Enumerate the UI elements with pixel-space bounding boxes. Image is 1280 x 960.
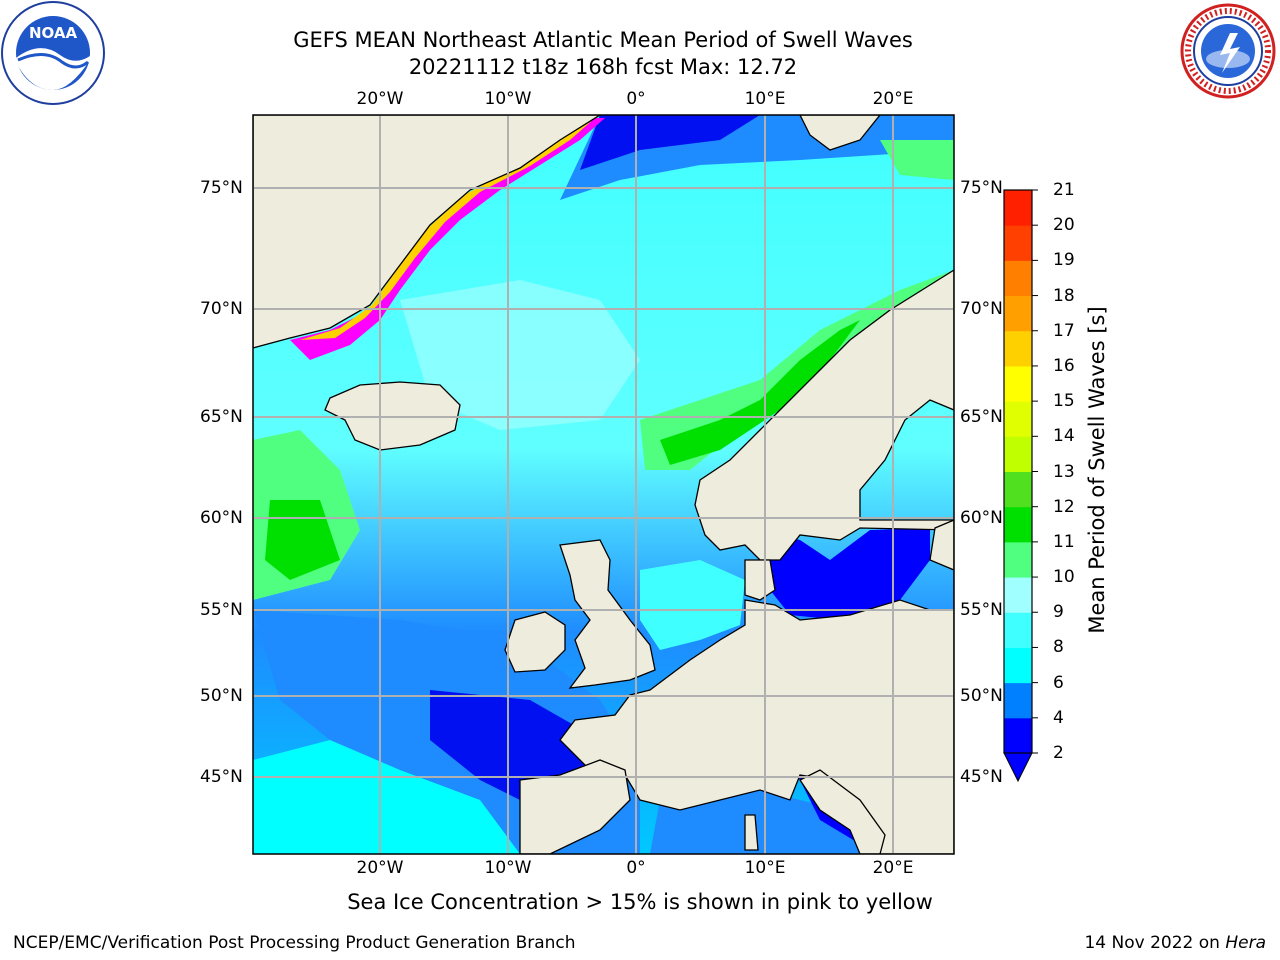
colorbar-segment [1004,401,1032,437]
chart-subtitle: 20221112 t18z 168h fcst Max: 12.72 [408,55,798,79]
colorbar-title: Mean Period of Swell Waves [s] [1085,306,1109,634]
colorbar-label: 8 [1053,637,1064,658]
lat-tick-right: 50°N [960,686,1003,706]
lat-tick-right: 45°N [960,767,1003,787]
colorbar-label: 4 [1053,707,1064,728]
colorbar-label: 13 [1053,461,1075,482]
colorbar-segment [1004,717,1032,754]
footer-date: 14 Nov 2022 on Hera [1084,933,1266,953]
colorbar-extend-min [1003,752,1033,783]
colorbar-segment [1004,541,1032,578]
colorbar-segment [1004,506,1032,543]
lon-tick-bottom: 10°E [744,858,786,878]
lat-tick-right: 55°N [960,600,1003,620]
colorbar-label: 9 [1053,602,1064,623]
chart-title: GEFS MEAN Northeast Atlantic Mean Period… [293,28,913,52]
colorbar-segment [1004,682,1032,719]
colorbar-segment [1004,612,1032,648]
national-weather-service-logo [1180,3,1276,99]
lon-tick-bottom: 20°E [872,858,914,878]
lat-tick-right: 60°N [960,508,1003,528]
colorbar-label: 15 [1053,391,1075,412]
graticule [253,115,954,854]
lat-tick-right: 65°N [960,407,1003,427]
sea-ice-caption: Sea Ice Concentration > 15% is shown in … [347,890,933,914]
land-iberia [519,759,631,854]
colorbar-label: 11 [1053,531,1075,552]
land-greenland [253,115,602,349]
lon-tick-top: 10°W [484,89,532,109]
colorbar-segment [1004,577,1032,613]
footer-producer: NCEP/EMC/Verification Post Processing Pr… [13,933,576,953]
colorbar-label: 20 [1053,215,1075,236]
lon-tick-bottom: 20°W [356,858,404,878]
lat-tick-left: 75°N [200,178,243,198]
lat-tick-left: 45°N [200,767,243,787]
colorbar-segment [1004,260,1032,297]
colorbar-segment [1004,190,1032,226]
lat-tick-left: 55°N [200,600,243,620]
colorbar-segment [1004,365,1032,402]
colorbar-label: 21 [1053,180,1075,200]
lon-tick-bottom: 0° [626,858,646,878]
colorbar-segment [1004,436,1032,472]
colorbar-label: 12 [1053,496,1075,517]
colorbar-label: 17 [1053,320,1075,341]
lon-tick-bottom: 10°W [484,858,532,878]
colorbar-segment [1004,471,1032,508]
colorbar-segment [1004,647,1032,684]
lat-tick-left: 65°N [200,407,243,427]
noaa-logo: NOAA [1,1,105,105]
map-frame [252,114,955,855]
colorbar-label: 14 [1053,426,1075,447]
footer-date-text: 14 Nov 2022 on [1084,933,1220,953]
lon-tick-top: 20°W [356,89,404,109]
colorbar-label: 6 [1053,672,1064,693]
colorbar-label: 10 [1053,567,1075,588]
lat-tick-left: 70°N [200,299,243,319]
swell-region-baltic [760,528,930,620]
colorbar-segment [1004,295,1032,332]
lon-tick-top: 20°E [872,89,914,109]
map-plot-area [253,115,954,854]
land-svalbard [799,115,881,151]
land-ireland [504,611,566,673]
lat-tick-right: 75°N [960,178,1003,198]
footer-machine: Hera [1225,933,1266,953]
colorbar-label: 2 [1053,743,1064,763]
lat-tick-left: 60°N [200,508,243,528]
lon-tick-top: 0° [626,89,646,109]
colorbar-segment [1004,330,1032,367]
colorbar [1003,189,1038,783]
colorbar-label: 19 [1053,250,1075,271]
colorbar-label: 16 [1053,355,1075,376]
svg-text:NOAA: NOAA [29,24,78,42]
colorbar-label: 18 [1053,285,1075,306]
lat-tick-left: 50°N [200,686,243,706]
lat-tick-right: 70°N [960,299,1003,319]
colorbar-segment [1004,225,1032,261]
lon-tick-top: 10°E [744,89,786,109]
